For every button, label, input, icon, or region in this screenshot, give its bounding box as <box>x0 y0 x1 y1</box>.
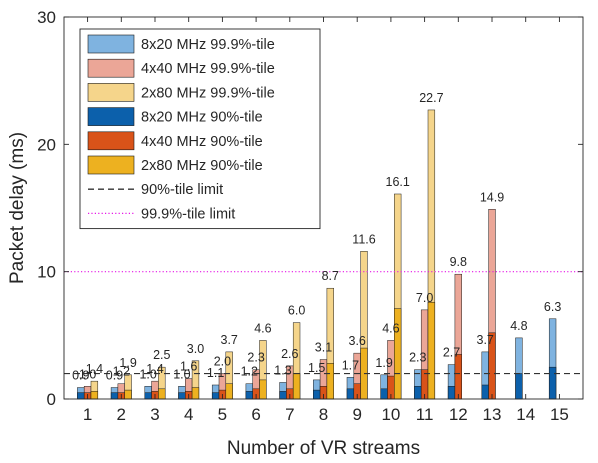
legend-swatch-0 <box>88 35 134 53</box>
x-tick-label-13: 13 <box>483 405 502 424</box>
bar-series-3-10 <box>381 389 388 399</box>
data-label-28: 4.6 <box>382 321 399 335</box>
bar-series-3-14 <box>516 374 523 399</box>
x-axis-label: Number of VR streams <box>227 438 420 459</box>
bar-series-5-6 <box>260 380 267 399</box>
legend-swatch-3 <box>88 108 134 126</box>
legend: 8x20 MHz 99.9%-tile 4x40 MHz 99.9%-tile 2x… <box>80 29 320 229</box>
bar-series-3-7 <box>280 391 287 399</box>
bar-series-3-4 <box>178 393 185 399</box>
bar-series-3-11 <box>414 386 421 399</box>
data-label-17: 4.6 <box>254 321 271 335</box>
data-label-24: 1.7 <box>342 358 359 372</box>
x-tick-label-2: 2 <box>117 405 126 424</box>
bar-series-5-3 <box>158 389 165 399</box>
bar-series-3-8 <box>313 390 320 399</box>
legend-label-4: 4x40 MHz 90%-tile <box>141 134 263 150</box>
bar-series-3-15 <box>549 367 556 399</box>
data-label-37: 4.8 <box>510 319 527 333</box>
y-tick-label-0: 0 <box>47 390 56 409</box>
reference-lines-layer <box>64 272 583 374</box>
data-label-13: 2.0 <box>214 355 231 369</box>
legend-swatch-1 <box>88 59 134 77</box>
data-label-5: 1.9 <box>119 356 136 370</box>
data-label-25: 3.6 <box>349 334 366 348</box>
x-tick-label-11: 11 <box>416 405 434 424</box>
data-label-16: 2.3 <box>247 351 264 365</box>
data-label-31: 7.0 <box>416 291 433 305</box>
x-tick-label-12: 12 <box>449 405 468 424</box>
x-tick-label-4: 4 <box>184 405 193 424</box>
bar-series-5-11 <box>428 302 435 399</box>
data-label-29: 16.1 <box>386 175 410 189</box>
data-label-27: 1.9 <box>375 356 392 370</box>
data-label-8: 2.5 <box>153 348 170 362</box>
x-tick-label-1: 1 <box>83 405 92 424</box>
x-tick-label-6: 6 <box>251 405 260 424</box>
legend-swatch-2 <box>88 83 134 101</box>
data-label-20: 6.0 <box>288 304 305 318</box>
x-tick-label-8: 8 <box>319 405 328 424</box>
data-label-30: 2.3 <box>409 351 426 365</box>
data-label-26: 11.6 <box>352 232 375 246</box>
data-label-10: 1.6 <box>180 360 197 374</box>
legend-label-5: 2x80 MHz 90%-tile <box>141 158 263 174</box>
data-label-33: 2.7 <box>443 346 460 360</box>
legend-label-3: 8x20 MHz 90%-tile <box>141 110 263 126</box>
data-label-23: 8.7 <box>322 269 339 283</box>
y-axis-label: Packet delay (ms) <box>7 132 28 284</box>
data-label-14: 3.7 <box>221 333 238 347</box>
legend-swatch-5 <box>88 156 134 174</box>
legend-swatch-4 <box>88 132 134 150</box>
bar-series-3-13 <box>482 385 489 399</box>
bar-series-3-2 <box>111 393 118 399</box>
bar-series-4-12 <box>455 354 462 399</box>
legend-label-6: 90%-tile limit <box>141 182 223 198</box>
data-label-35: 3.7 <box>477 333 494 347</box>
bar-series-5-2 <box>125 390 132 399</box>
x-tick-label-3: 3 <box>150 405 159 424</box>
legend-label-1: 4x40 MHz 99.9%-tile <box>141 61 275 77</box>
y-tick-label-3: 30 <box>37 8 56 27</box>
x-tick-label-15: 15 <box>550 405 569 424</box>
data-label-18: 1.3 <box>274 363 291 377</box>
bar-series-3-1 <box>77 393 84 399</box>
bar-series-3-6 <box>246 391 253 399</box>
bar-series-3-3 <box>145 393 152 399</box>
x-tick-label-5: 5 <box>218 405 227 424</box>
legend-label-7: 99.9%-tile limit <box>141 206 235 222</box>
data-label-7: 1.4 <box>146 362 163 376</box>
bar-series-3-5 <box>212 393 219 399</box>
bar-series-5-1 <box>91 391 98 399</box>
data-label-32: 22.7 <box>419 91 443 105</box>
bar-series-5-4 <box>192 388 199 399</box>
data-label-38: 6.3 <box>544 300 561 314</box>
bar-series-5-8 <box>327 363 334 399</box>
bar-series-5-7 <box>293 374 300 399</box>
data-label-36: 14.9 <box>480 190 504 204</box>
x-tick-label-14: 14 <box>516 405 535 424</box>
x-tick-label-7: 7 <box>285 405 294 424</box>
bar-series-3-9 <box>347 389 354 399</box>
data-label-22: 3.1 <box>315 341 332 355</box>
x-tick-label-9: 9 <box>352 405 361 424</box>
data-label-21: 1.5 <box>308 361 325 375</box>
legend-label-2: 2x80 MHz 99.9%-tile <box>141 85 275 101</box>
y-tick-label-1: 10 <box>37 263 56 282</box>
data-label-34: 9.8 <box>450 255 467 269</box>
data-label-2: 1.4 <box>86 362 103 376</box>
bar-series-5-5 <box>226 384 233 399</box>
data-label-15: 1.2 <box>241 365 258 379</box>
legend-label-0: 8x20 MHz 99.9%-tile <box>141 37 275 53</box>
data-label-11: 3.0 <box>187 342 204 356</box>
x-tick-label-10: 10 <box>381 405 400 424</box>
y-tick-label-2: 20 <box>37 135 56 154</box>
bar-series-3-12 <box>448 386 455 399</box>
data-label-19: 2.6 <box>281 347 298 361</box>
